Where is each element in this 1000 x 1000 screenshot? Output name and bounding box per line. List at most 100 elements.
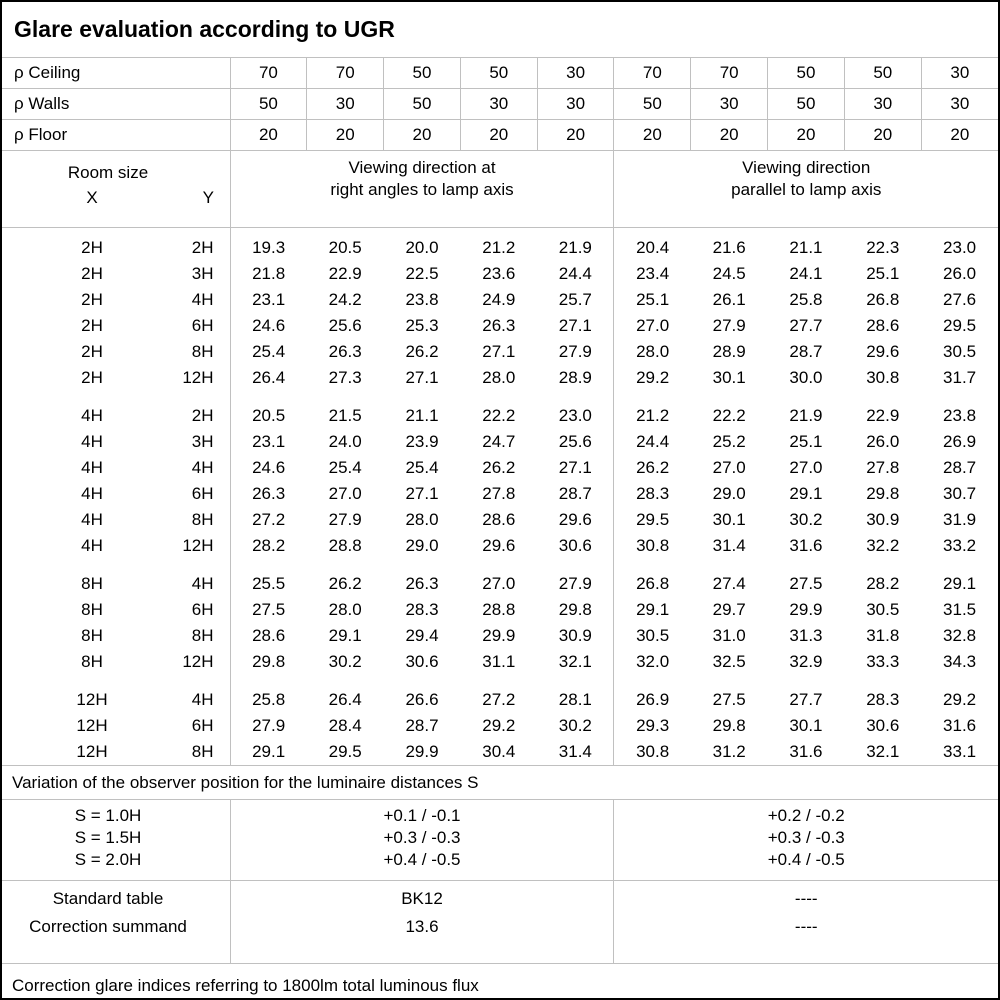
ugr-value-cell: 22.3 <box>866 238 900 257</box>
ugr-value-cell: 34.3 <box>943 652 977 671</box>
ugr-value-cell: 25.4 <box>405 458 439 477</box>
ugr-value-cell: 28.9 <box>712 342 746 361</box>
ugr-value-cell: 30.1 <box>712 368 746 387</box>
room-y-cell: 12H <box>182 368 214 387</box>
ugr-value-cell: 29.0 <box>712 484 746 503</box>
ugr-value-cell: 30.6 <box>866 716 900 735</box>
ugr-value-cell: 31.3 <box>789 626 823 645</box>
ugr-value-cell: 22.2 <box>712 406 746 425</box>
ugr-value-cell: 28.0 <box>405 510 439 529</box>
ugr-value-cell: 32.8 <box>943 626 977 645</box>
ugr-value-cell: 29.4 <box>405 626 439 645</box>
ugr-value-cell: 21.9 <box>558 238 592 257</box>
ugr-value-cell: 28.8 <box>328 536 362 555</box>
room-x-cell: 2H <box>81 316 103 335</box>
ugr-value-cell: 29.3 <box>613 713 691 739</box>
ugr-value-cell: 28.3 <box>866 690 900 709</box>
ugr-value-cell: 24.4 <box>613 429 691 455</box>
ugr-value-cell: 27.8 <box>866 458 900 477</box>
reflectance-value: 20 <box>306 119 384 151</box>
ugr-value-cell: 28.4 <box>328 716 362 735</box>
ugr-value-cell: 21.6 <box>712 238 746 257</box>
spacing-value-right-angles: +0.3 / -0.3 <box>383 828 461 847</box>
ugr-value-cell: 24.0 <box>328 432 362 451</box>
ugr-value-cell: 27.9 <box>558 574 592 593</box>
ugr-value-cell: 24.6 <box>229 455 307 481</box>
ugr-value-cell: 25.4 <box>328 458 362 477</box>
room-y-cell: 6H <box>191 484 214 503</box>
ugr-value-cell: 32.0 <box>613 649 691 675</box>
ugr-value-cell: 23.8 <box>405 290 439 309</box>
ugr-value-cell: 25.7 <box>558 290 592 309</box>
table-row: 8H 4H 25.5 26.2 26.3 27.0 27.9 26.8 27.4 27.5 28.2… <box>2 571 998 597</box>
ugr-value-cell: 27.0 <box>328 484 362 503</box>
ugr-value-cell: 29.2 <box>943 690 977 709</box>
ugr-value-cell: 25.8 <box>229 687 307 713</box>
ugr-value-cell: 28.9 <box>558 368 592 387</box>
ugr-value-cell: 29.6 <box>482 536 516 555</box>
room-size-header: Room size X Y <box>2 150 230 228</box>
ugr-value-cell: 28.0 <box>613 339 691 365</box>
reflectance-value: 20 <box>229 119 307 151</box>
ugr-value-cell: 23.6 <box>482 264 516 283</box>
table-row: 12H 4H 25.8 26.4 26.6 27.2 28.1 26.9 27.5 27.7 28.… <box>2 687 998 713</box>
ugr-value-cell: 25.2 <box>712 432 746 451</box>
ugr-value-cell: 21.5 <box>328 406 362 425</box>
room-x-cell: 4H <box>81 484 103 503</box>
reflectance-value: 20 <box>920 119 998 151</box>
ugr-value-cell: 27.3 <box>328 368 362 387</box>
ugr-value-cell: 31.7 <box>943 368 977 387</box>
ugr-value-cell: 26.1 <box>712 290 746 309</box>
room-size-y-label: Y <box>202 188 214 207</box>
reflectance-value: 50 <box>383 88 461 120</box>
reflectance-value: 50 <box>383 57 461 89</box>
reflectance-value: 50 <box>613 88 691 120</box>
ugr-value-cell: 21.2 <box>613 403 691 429</box>
room-x-cell: 2H <box>81 238 103 257</box>
table-row: 12H 6H 27.9 28.4 28.7 29.2 30.2 29.3 29.8 30.1 30.… <box>2 713 998 739</box>
group-header-parallel: Viewing direction parallel to lamp axis <box>613 150 998 228</box>
ugr-value-cell: 27.1 <box>405 484 439 503</box>
ugr-value-cell: 30.7 <box>943 484 977 503</box>
room-y-cell: 12H <box>182 536 214 555</box>
block-spacer-row <box>2 675 998 687</box>
ugr-value-cell: 30.5 <box>866 600 900 619</box>
reflectance-value: 20 <box>383 119 461 151</box>
room-y-cell: 3H <box>191 264 214 283</box>
ugr-value-cell: 27.5 <box>229 597 307 623</box>
summary-label: Correction summand <box>29 917 187 936</box>
table-row: 2H 8H 25.4 26.3 26.2 27.1 27.9 28.0 28.9 28.7 29.6… <box>2 339 998 365</box>
ugr-value-cell: 25.8 <box>789 290 823 309</box>
spacing-value-right-angles: +0.4 / -0.5 <box>383 850 461 869</box>
variation-note: Variation of the observer position for t… <box>2 765 998 800</box>
ugr-value-cell: 27.9 <box>712 316 746 335</box>
ugr-value-cell: 30.1 <box>789 716 823 735</box>
ugr-value-cell: 23.0 <box>558 406 592 425</box>
block-spacer-row <box>2 559 998 571</box>
ugr-value-cell: 29.8 <box>558 600 592 619</box>
room-y-cell: 2H <box>191 406 214 425</box>
ugr-value-cell: 32.2 <box>866 536 900 555</box>
table-row: 4H 8H 27.2 27.9 28.0 28.6 29.6 29.5 30.1 30.2 30.9… <box>2 507 998 533</box>
ugr-value-cell: 28.1 <box>558 690 592 709</box>
ugr-value-cell: 22.9 <box>328 264 362 283</box>
ugr-value-cell: 29.8 <box>866 484 900 503</box>
room-x-cell: 4H <box>81 510 103 529</box>
room-x-cell: 12H <box>76 690 108 709</box>
ugr-value-cell: 28.0 <box>328 600 362 619</box>
ugr-value-cell: 25.5 <box>229 571 307 597</box>
reflectance-value: 70 <box>613 57 691 89</box>
ugr-value-cell: 26.6 <box>405 690 439 709</box>
table-row: 4H 12H 28.2 28.8 29.0 29.6 30.6 30.8 31.4 31.6 32.… <box>2 533 998 559</box>
ugr-value-cell: 21.9 <box>789 406 823 425</box>
summary-value-right-angles: BK12 <box>401 889 443 908</box>
reflectance-value: 70 <box>306 57 384 89</box>
ugr-value-cell: 27.9 <box>229 713 307 739</box>
ugr-value-cell: 26.0 <box>866 432 900 451</box>
ugr-value-cell: 29.2 <box>613 365 691 391</box>
reflectance-row-label: ρ Floor <box>2 119 230 151</box>
room-y-cell: 8H <box>191 342 214 361</box>
reflectance-value: 50 <box>767 88 845 120</box>
ugr-value-cell: 31.1 <box>482 652 516 671</box>
room-x-cell: 8H <box>81 574 103 593</box>
